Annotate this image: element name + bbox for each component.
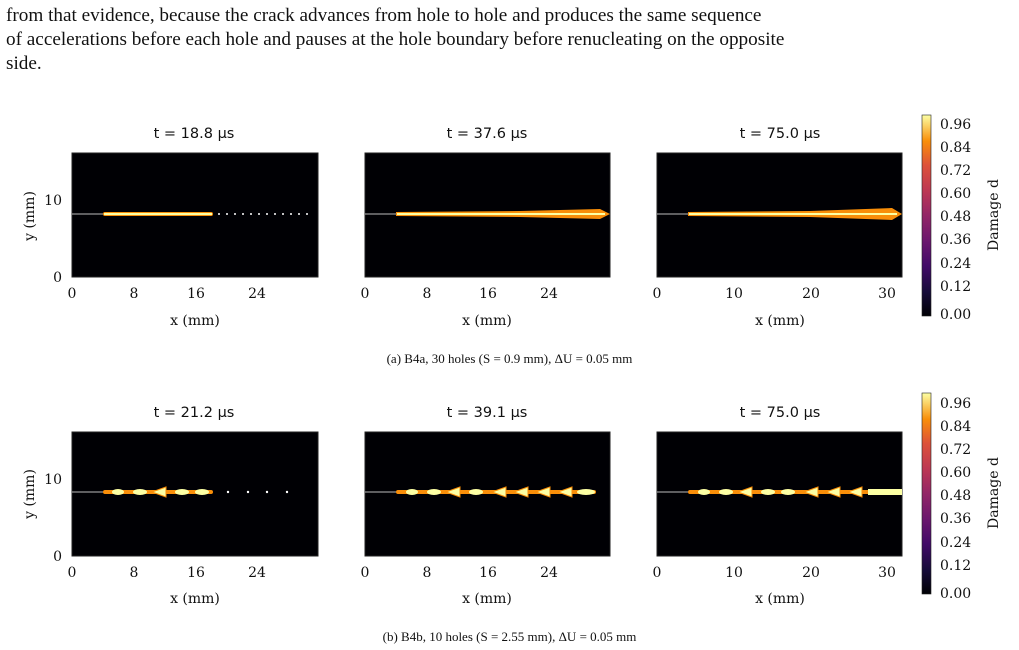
- remaining-holes: [226, 490, 289, 494]
- x-tick-label: 8: [130, 286, 139, 302]
- x-tick-label: 0: [68, 286, 77, 302]
- colorbar-tick: 0.84: [940, 140, 971, 156]
- colorbar-tick: 0.84: [940, 419, 971, 435]
- x-axis-label: x (mm): [462, 313, 512, 329]
- x-tick-label: 16: [187, 286, 205, 302]
- x-tick-label: 0: [653, 286, 662, 302]
- colorbar-tick: 0.48: [940, 488, 971, 504]
- remaining-holes: [218, 213, 308, 215]
- panel-title: t = 18.8 μs: [154, 126, 235, 142]
- paragraph-line: side.: [6, 53, 42, 74]
- panel-a3: t = 75.0 μs 0 10 20 30 x (mm): [653, 126, 903, 329]
- figure-b: t = 21.2 μs 10 0 y (mm) 0 8 16 24 x (m: [22, 392, 1002, 607]
- colorbar-tick: 0.24: [940, 256, 971, 272]
- paragraph-line: from that evidence, because the crack ad…: [6, 5, 762, 26]
- colorbar-label: Damage d: [986, 179, 1002, 251]
- colorbar-tick: 0.72: [940, 442, 971, 458]
- panel-b1: t = 21.2 μs 10 0 y (mm) 0 8 16 24 x (m: [22, 405, 319, 607]
- colorbar-gradient: [921, 114, 932, 317]
- panel-title: t = 75.0 μs: [740, 405, 821, 421]
- x-tick-label: 20: [802, 565, 820, 581]
- colorbar-tick: 0.72: [940, 163, 971, 179]
- figure-caption-b: (b) B4b, 10 holes (S = 2.55 mm), ΔU = 0.…: [382, 629, 637, 644]
- x-tick-label: 0: [68, 565, 77, 581]
- colorbar-tick: 0.60: [940, 186, 971, 202]
- panel-b3: t = 75.0 μs 0 10 20 30 x (mm): [653, 405, 903, 607]
- colorbar-gradient: [921, 392, 932, 595]
- colorbar-label: Damage d: [986, 457, 1002, 529]
- y-axis-label: y (mm): [22, 469, 38, 520]
- x-tick-label: 16: [187, 565, 205, 581]
- colorbar-tick: 0.00: [940, 586, 971, 602]
- colorbar-tick: 0.60: [940, 465, 971, 481]
- x-tick-label: 16: [479, 565, 497, 581]
- x-tick-label: 0: [653, 565, 662, 581]
- panel-title: t = 39.1 μs: [447, 405, 528, 421]
- x-tick-label: 30: [878, 286, 896, 302]
- colorbar-tick: 0.36: [940, 511, 971, 527]
- y-tick-label: 10: [44, 193, 62, 209]
- x-tick-label: 8: [423, 565, 432, 581]
- colorbar-tick: 0.12: [940, 279, 971, 295]
- x-axis-label: x (mm): [170, 591, 220, 607]
- x-tick-label: 24: [540, 286, 558, 302]
- figure-caption-a: (a) B4a, 30 holes (S = 0.9 mm), ΔU = 0.0…: [386, 351, 633, 366]
- body-paragraph: from that evidence, because the crack ad…: [6, 4, 1012, 76]
- y-tick-label: 0: [53, 549, 62, 565]
- colorbar-tick: 0.48: [940, 209, 971, 225]
- x-tick-label: 0: [361, 565, 370, 581]
- crack-path: [688, 486, 902, 498]
- x-tick-label: 24: [540, 565, 558, 581]
- x-tick-label: 20: [802, 286, 820, 302]
- panel-title: t = 75.0 μs: [740, 126, 821, 142]
- x-tick-label: 8: [130, 565, 139, 581]
- colorbar-b: 0.96 0.84 0.72 0.60 0.48 0.36 0.24 0.12 …: [921, 392, 1002, 602]
- x-tick-label: 0: [361, 286, 370, 302]
- crack-core: [397, 213, 605, 215]
- x-axis-label: x (mm): [462, 591, 512, 607]
- panel-a2: t = 37.6 μs 0 8 16 24 x (mm): [361, 126, 611, 329]
- colorbar-tick: 0.00: [940, 307, 971, 323]
- y-axis-label: y (mm): [22, 191, 38, 242]
- x-tick-label: 10: [725, 565, 743, 581]
- panel-a1: t = 18.8 μs 10 0 y (mm) 0 8 16 24 x (mm): [22, 126, 319, 329]
- figure-a: t = 18.8 μs 10 0 y (mm) 0 8 16 24 x (mm): [22, 114, 1002, 329]
- x-axis-label: x (mm): [170, 313, 220, 329]
- x-tick-label: 24: [248, 565, 266, 581]
- x-tick-label: 24: [248, 286, 266, 302]
- colorbar-tick: 0.96: [940, 117, 971, 133]
- colorbar-tick: 0.12: [940, 558, 971, 574]
- x-axis-label: x (mm): [755, 313, 805, 329]
- crack-core: [689, 213, 897, 215]
- x-tick-label: 16: [479, 286, 497, 302]
- x-tick-label: 10: [725, 286, 743, 302]
- x-axis-label: x (mm): [755, 591, 805, 607]
- colorbar-tick: 0.24: [940, 535, 971, 551]
- x-tick-label: 30: [878, 565, 896, 581]
- panel-title: t = 37.6 μs: [447, 126, 528, 142]
- colorbar-a: 0.96 0.84 0.72 0.60 0.48 0.36 0.24 0.12 …: [921, 114, 1002, 323]
- y-tick-label: 0: [53, 270, 62, 286]
- colorbar-tick: 0.96: [940, 396, 971, 412]
- paragraph-line: of accelerations before each hole and pa…: [6, 29, 785, 50]
- colorbar-tick: 0.36: [940, 232, 971, 248]
- crack-path: [396, 486, 596, 498]
- panel-title: t = 21.2 μs: [154, 405, 235, 421]
- panel-b2: t = 39.1 μs 0 8 16 24 x (mm): [361, 405, 611, 607]
- crack-path: [103, 486, 213, 498]
- crack-core: [104, 213, 212, 215]
- x-tick-label: 8: [423, 286, 432, 302]
- y-tick-label: 10: [44, 472, 62, 488]
